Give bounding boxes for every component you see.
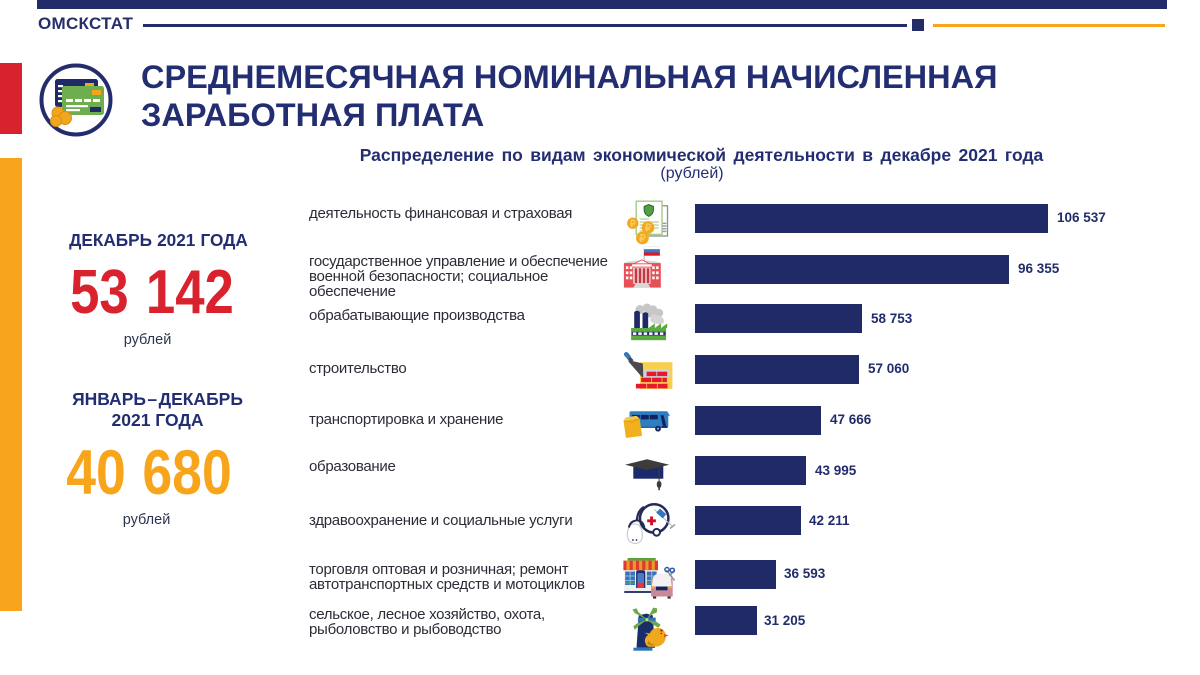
svg-text:₽: ₽ [630, 218, 636, 228]
svg-text:₽: ₽ [639, 234, 646, 245]
svg-text:₽: ₽ [645, 223, 652, 234]
